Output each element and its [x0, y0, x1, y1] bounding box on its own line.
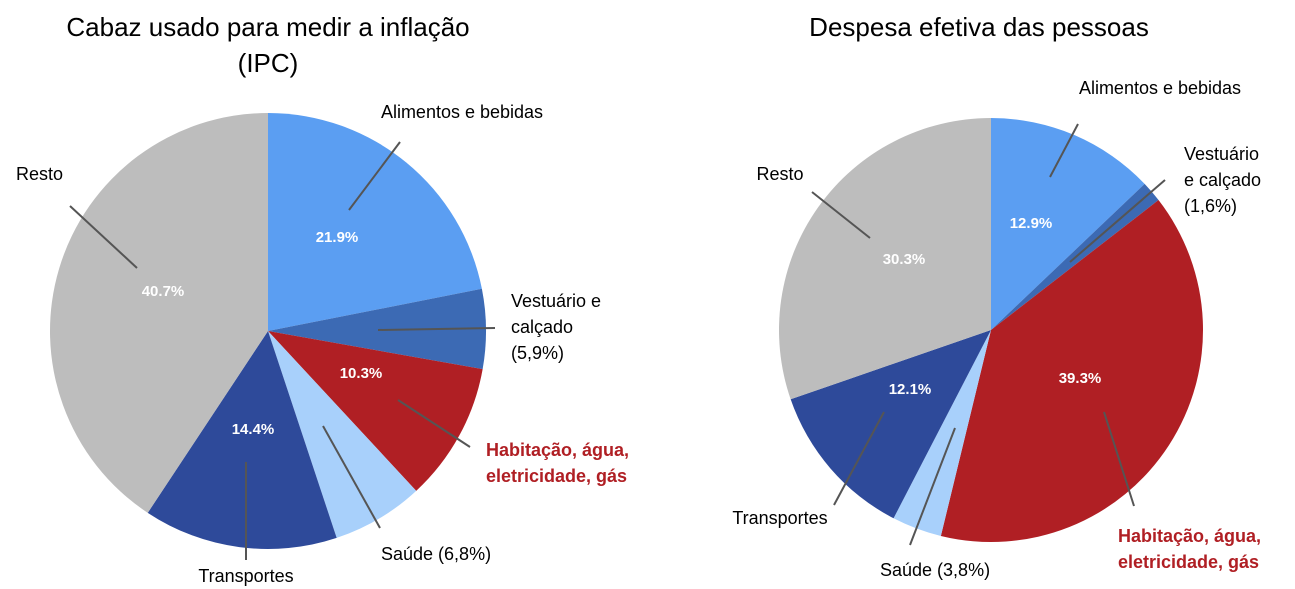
leader-line-transportes [833, 411, 885, 506]
pct-label-habitacao-agua-eletricidade-gas: 10.3% [340, 365, 383, 382]
slice-transportes [790, 330, 991, 519]
pct-label-resto: 40.7% [142, 283, 185, 300]
pct-label-alimentos-e-bebidas: 21.9% [316, 229, 359, 246]
category-label-transportes: Transportes [198, 566, 293, 586]
pct-label-transportes: 14.4% [232, 421, 275, 438]
pct-label-habitacao-agua-eletricidade-gas: 39.3% [1059, 370, 1102, 387]
slice-transportes [147, 331, 337, 549]
pct-label-resto: 30.3% [883, 251, 926, 268]
category-label-vestuario-e-calcado: (5,9%) [511, 343, 564, 363]
slice-saude [893, 330, 991, 536]
category-label-transportes: Transportes [732, 508, 827, 528]
category-label-alimentos-e-bebidas: Alimentos e bebidas [1079, 78, 1241, 98]
category-label-resto: Resto [16, 164, 63, 184]
pie-chart-2: Despesa efetiva das pessoas 12.9% 39.3% 12.… [732, 12, 1261, 580]
category-label-saude: Saúde (3,8%) [880, 560, 990, 580]
category-label-vestuario-e-calcado: calçado [511, 317, 573, 337]
slice-saude [268, 331, 417, 538]
chart-title: Despesa efetiva das pessoas [809, 12, 1149, 42]
leader-line-habitacao-agua-eletricidade-gas [397, 399, 471, 448]
pie-chart-1: Cabaz usado para medir a inflação (IPC) 21… [16, 12, 629, 586]
category-label-vestuario-e-calcado: e calçado [1184, 170, 1261, 190]
slice-habitacao-agua-eletricidade-gas [268, 331, 483, 491]
category-label-alimentos-e-bebidas: Alimentos e bebidas [381, 102, 543, 122]
leader-line-saude [909, 427, 956, 546]
leader-line-vestuario-e-calcado [377, 327, 496, 331]
category-label-habitacao-agua-eletricidade-gas: eletricidade, gás [486, 466, 627, 486]
leader-line-alimentos-e-bebidas [348, 141, 401, 211]
slice-alimentos-e-bebidas [268, 113, 482, 331]
category-label-vestuario-e-calcado: Vestuário [1184, 144, 1259, 164]
category-label-saude: Saúde (6,8%) [381, 544, 491, 564]
leader-line-vestuario-e-calcado [1069, 179, 1166, 263]
leader-line-saude [322, 425, 381, 529]
category-label-resto: Resto [756, 164, 803, 184]
leader-line-alimentos-e-bebidas [1049, 123, 1079, 178]
leader-line-resto [811, 191, 871, 239]
category-label-habitacao-agua-eletricidade-gas: Habitação, água, [1118, 526, 1261, 546]
pct-label-transportes: 12.1% [889, 381, 932, 398]
slice-resto [49, 113, 268, 513]
category-label-habitacao-agua-eletricidade-gas: eletricidade, gás [1118, 552, 1259, 572]
chart-title: (IPC) [238, 48, 299, 78]
slice-vestuario-e-calcado [268, 288, 487, 370]
leader-line-resto [69, 205, 138, 269]
chart-title: Cabaz usado para medir a inflação [66, 12, 469, 42]
pct-label-alimentos-e-bebidas: 12.9% [1010, 215, 1053, 232]
slice-habitacao-agua-eletricidade-gas [940, 200, 1204, 543]
slice-alimentos-e-bebidas [991, 118, 1145, 330]
leader-line-habitacao-agua-eletricidade-gas [1103, 411, 1135, 507]
slice-resto [779, 118, 991, 400]
category-label-vestuario-e-calcado: (1,6%) [1184, 196, 1237, 216]
category-label-habitacao-agua-eletricidade-gas: Habitação, água, [486, 440, 629, 460]
category-label-vestuario-e-calcado: Vestuário e [511, 291, 601, 311]
